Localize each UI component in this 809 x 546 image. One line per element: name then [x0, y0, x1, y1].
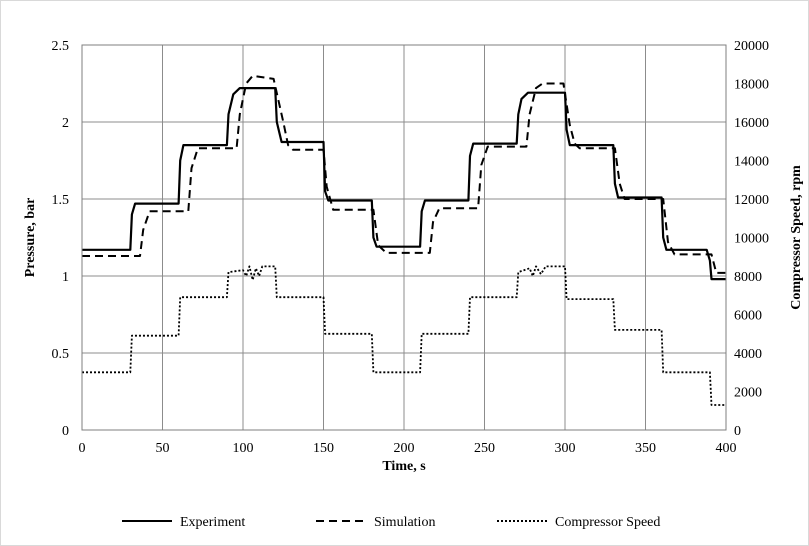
- x-tick-label: 400: [716, 441, 737, 456]
- x-axis-title: Time, s: [382, 459, 426, 474]
- x-tick-label: 250: [474, 441, 495, 456]
- right-y-axis-ticks: 0 2000 4000 6000 8000 10000 12000 14000 16000 180…: [734, 39, 769, 439]
- right-y-tick-label: 0: [734, 424, 741, 439]
- legend-label-compressor-speed: Compressor Speed: [555, 515, 660, 530]
- right-y-tick-label: 4000: [734, 347, 762, 362]
- right-y-tick-label: 16000: [734, 116, 769, 131]
- left-y-axis-ticks: 0 0.5 1 1.5 2 2.5: [52, 39, 70, 439]
- x-tick-label: 200: [394, 441, 415, 456]
- series-line-compressor-speed: [82, 265, 726, 406]
- right-y-tick-label: 18000: [734, 78, 769, 93]
- legend: Experiment Simulation Compressor Speed: [122, 515, 660, 530]
- x-tick-label: 300: [555, 441, 576, 456]
- left-y-tick-label: 1: [62, 270, 69, 285]
- right-y-tick-label: 12000: [734, 193, 769, 208]
- left-y-tick-label: 0: [62, 424, 69, 439]
- left-y-tick-label: 2.5: [52, 39, 70, 54]
- x-tick-label: 0: [79, 441, 86, 456]
- x-tick-label: 150: [313, 441, 334, 456]
- right-y-tick-label: 14000: [734, 155, 769, 170]
- x-tick-label: 50: [156, 441, 170, 456]
- series-line-simulation: [82, 74, 726, 274]
- legend-label-simulation: Simulation: [374, 515, 435, 530]
- left-y-axis-title: Pressure, bar: [23, 198, 38, 278]
- x-axis-ticks: 0 50 100 150 200 250 300 350 400: [79, 441, 737, 456]
- x-tick-label: 350: [635, 441, 656, 456]
- right-y-tick-label: 6000: [734, 309, 762, 324]
- series-layer: [82, 74, 726, 406]
- right-y-tick-label: 20000: [734, 39, 769, 54]
- right-y-tick-label: 2000: [734, 386, 762, 401]
- left-y-tick-label: 1.5: [52, 193, 70, 208]
- right-y-tick-label: 10000: [734, 232, 769, 247]
- right-y-tick-label: 8000: [734, 270, 762, 285]
- right-y-axis-title: Compressor Speed, rpm: [789, 165, 804, 310]
- series-line-experiment: [82, 86, 726, 281]
- left-y-tick-label: 2: [62, 116, 69, 131]
- plot-area-border: [81, 44, 727, 431]
- left-y-tick-label: 0.5: [52, 347, 70, 362]
- legend-label-experiment: Experiment: [180, 515, 245, 530]
- x-tick-label: 100: [233, 441, 254, 456]
